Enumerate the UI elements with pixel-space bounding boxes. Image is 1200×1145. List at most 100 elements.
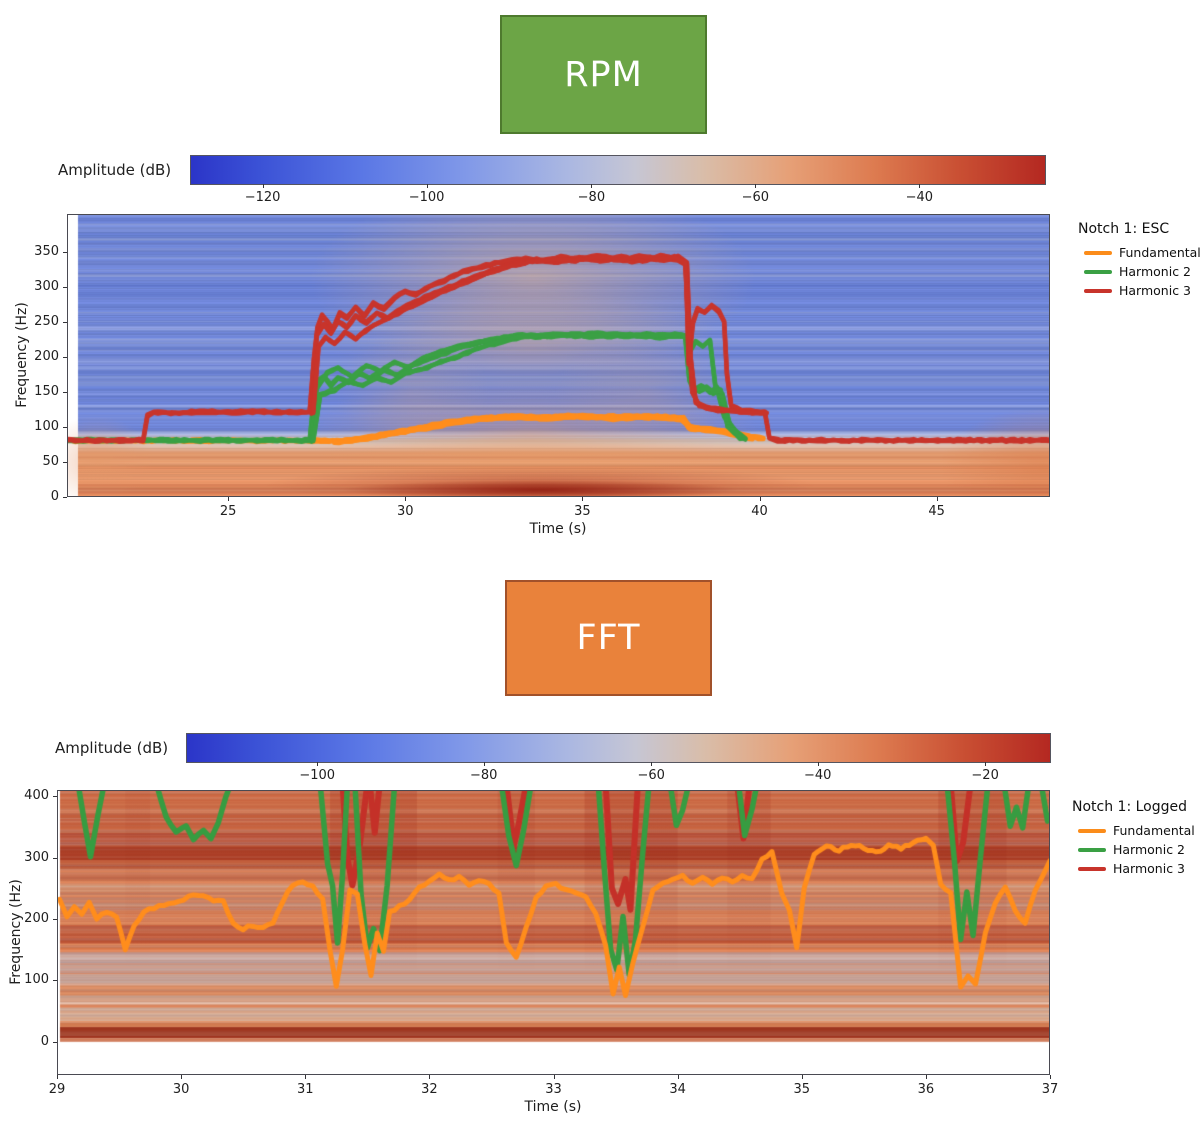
colorbar-tick-mark	[985, 762, 987, 766]
x-tick-label: 25	[219, 504, 237, 519]
y-tick-label: 200	[34, 348, 59, 364]
x-tick-label: 34	[669, 1082, 686, 1097]
legend-item-label: Harmonic 2	[1119, 264, 1191, 279]
colorbar-tick-label: −40	[803, 768, 832, 783]
y-tick-label: 150	[34, 383, 59, 399]
y-tick-label: 350	[34, 243, 59, 259]
x-axis-label-bottom: Time (s)	[524, 1099, 582, 1115]
legend-top: Notch 1: ESC Fundamental Harmonic 2 Harm…	[1078, 221, 1200, 300]
y-tick-mark	[63, 321, 67, 323]
spectrogram-bottom	[57, 790, 1050, 1075]
legend-swatch-harmonic2	[1084, 269, 1112, 274]
y-tick-mark	[63, 251, 67, 253]
x-tick-label: 29	[48, 1082, 66, 1097]
colorbar-tick-label: −80	[577, 190, 606, 205]
x-tick-label: 30	[397, 504, 414, 519]
x-tick-label: 31	[296, 1082, 314, 1097]
colorbar-tick-label: −20	[971, 768, 999, 783]
colorbar-tick-mark	[651, 762, 653, 766]
legend-item: Fundamental	[1078, 243, 1200, 262]
y-tick-mark	[63, 497, 67, 498]
y-tick-label: 0	[40, 1033, 49, 1049]
x-tick-label: 35	[574, 504, 591, 519]
y-tick-mark	[53, 1041, 57, 1043]
y-tick-label: 100	[24, 972, 49, 988]
x-tick-label: 40	[751, 504, 768, 519]
x-tick-mark	[801, 1075, 803, 1079]
x-tick-mark	[677, 1075, 679, 1079]
y-tick-mark	[63, 286, 67, 288]
x-tick-mark	[57, 1075, 58, 1079]
x-tick-label: 32	[421, 1082, 438, 1097]
x-tick-mark	[305, 1075, 307, 1079]
x-tick-mark	[925, 1075, 927, 1079]
colorbar-tick-mark	[755, 184, 757, 188]
legend-item-label: Harmonic 2	[1113, 842, 1185, 857]
x-tick-label: 36	[917, 1082, 935, 1097]
x-tick-mark	[405, 497, 407, 501]
legend-item-label: Fundamental	[1113, 823, 1195, 838]
legend-swatch-fundamental	[1084, 250, 1112, 255]
legend-item: Harmonic 3	[1078, 281, 1200, 300]
colorbar-tick-label: −60	[637, 768, 665, 783]
y-tick-mark	[63, 356, 67, 358]
legend-item-label: Harmonic 3	[1119, 283, 1191, 298]
fft-title-box: FFT	[505, 580, 712, 696]
legend-item-label: Harmonic 3	[1113, 861, 1185, 876]
colorbar-tick-label: −60	[741, 190, 770, 205]
rpm-title: RPM	[564, 54, 643, 95]
legend-swatch-harmonic3	[1078, 866, 1106, 871]
x-tick-mark	[181, 1075, 183, 1079]
legend-title-bottom: Notch 1: Logged	[1072, 799, 1188, 815]
legend-item-label: Fundamental	[1119, 245, 1200, 260]
y-tick-mark	[63, 461, 67, 463]
x-tick-label: 37	[1041, 1082, 1059, 1097]
y-tick-label: 250	[34, 313, 59, 329]
fft-title: FFT	[576, 618, 641, 658]
colorbar-tick-mark	[483, 762, 485, 766]
x-tick-label: 35	[793, 1082, 811, 1097]
x-tick-label: 30	[172, 1082, 190, 1097]
y-tick-mark	[63, 391, 67, 393]
x-tick-mark	[429, 1075, 431, 1079]
y-tick-label: 400	[24, 788, 49, 804]
x-tick-mark	[936, 497, 938, 501]
legend-title-top: Notch 1: ESC	[1078, 221, 1170, 237]
colorbar-top	[190, 155, 1046, 185]
colorbar-tick-mark	[591, 184, 593, 188]
legend-swatch-fundamental	[1078, 828, 1106, 833]
legend-item: Harmonic 3	[1072, 859, 1195, 878]
x-tick-mark	[1050, 1075, 1051, 1079]
legend-item: Harmonic 2	[1078, 262, 1200, 281]
y-tick-mark	[53, 918, 57, 920]
y-tick-mark	[63, 426, 67, 428]
colorbar-tick-mark	[426, 184, 428, 188]
y-tick-mark	[53, 796, 57, 798]
colorbar-tick-label: −80	[470, 768, 498, 783]
legend-item: Fundamental	[1072, 821, 1195, 840]
colorbar-tick-mark	[262, 184, 264, 188]
x-axis-label-top: Time (s)	[529, 521, 587, 537]
colorbar-tick-label: −40	[905, 190, 934, 205]
x-tick-label: 45	[928, 504, 945, 519]
spectrogram-top	[67, 214, 1050, 497]
colorbar-label-bottom: Amplitude (dB)	[55, 739, 169, 757]
colorbar-tick-mark	[817, 762, 819, 766]
colorbar-tick-mark	[317, 762, 319, 766]
colorbar-bottom	[186, 733, 1051, 763]
legend-swatch-harmonic2	[1078, 847, 1106, 852]
y-tick-mark	[53, 857, 57, 859]
rpm-title-box: RPM	[500, 15, 707, 134]
y-tick-label: 100	[34, 418, 59, 434]
legend-swatch-harmonic3	[1084, 288, 1112, 293]
y-tick-label: 50	[42, 453, 59, 469]
y-tick-label: 300	[34, 278, 59, 294]
y-tick-label: 300	[24, 849, 49, 865]
colorbar-tick-label: −120	[244, 190, 281, 205]
x-tick-mark	[553, 1075, 555, 1079]
y-axis-label-bottom: Frequency (Hz)	[8, 879, 24, 985]
y-tick-mark	[53, 980, 57, 982]
colorbar-tick-label: −100	[299, 768, 336, 783]
colorbar-tick-label: −100	[408, 190, 445, 205]
